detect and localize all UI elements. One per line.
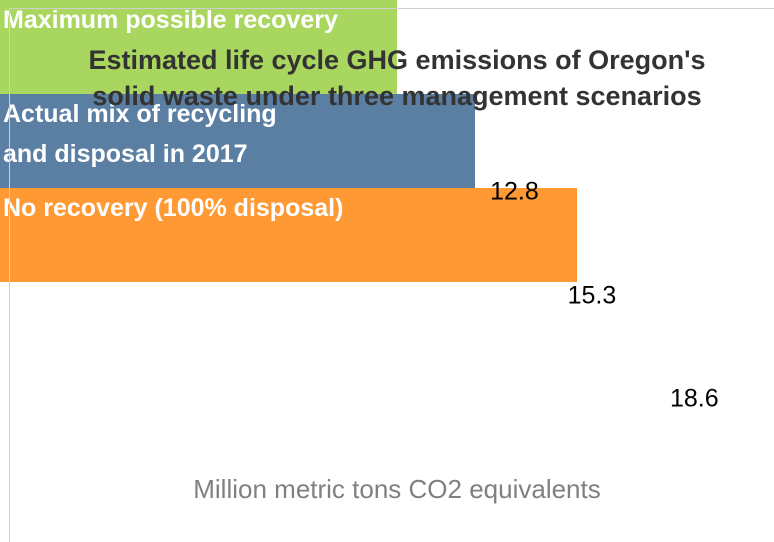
bar-label: Maximum possible recovery	[3, 6, 338, 34]
value-label: 15.3	[567, 281, 617, 310]
bar: Maximum possible recovery	[0, 0, 398, 94]
frame	[9, 8, 774, 542]
bar-label: Actual mix of recycling and disposal in …	[3, 100, 277, 168]
bar: Actual mix of recycling and disposal in …	[0, 94, 475, 188]
x-axis-label: Million metric tons CO2 equivalents	[193, 474, 601, 504]
plot-area: Maximum possible recovery 12.8 Actual mix …	[0, 0, 719, 413]
value-label: 12.8	[490, 177, 539, 206]
bar: No recovery (100% disposal)	[0, 188, 577, 282]
value-label: 18.6	[670, 384, 719, 413]
bar-label: No recovery (100% disposal)	[3, 194, 344, 222]
chart-title: Estimated life cycle GHG emissions of Or…	[88, 45, 706, 111]
